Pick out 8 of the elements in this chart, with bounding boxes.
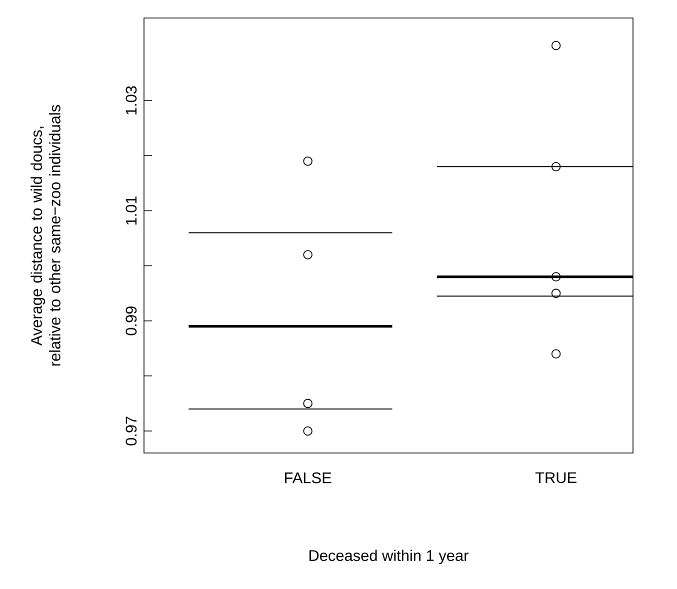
x-tick-label: FALSE bbox=[285, 472, 332, 484]
y-tick-label: 1.01 bbox=[126, 196, 137, 225]
y-axis-title: Average distance to wild doucs, relative to other same−zoo individuals bbox=[30, 105, 60, 366]
y-tick-label: 0.97 bbox=[126, 416, 137, 446]
y-tick-label: 0.99 bbox=[126, 306, 137, 336]
x-axis-title: Deceased within 1 year bbox=[310, 550, 468, 564]
x-tick-label: TRUE bbox=[535, 472, 576, 484]
y-tick-label: 1.03 bbox=[126, 86, 137, 114]
